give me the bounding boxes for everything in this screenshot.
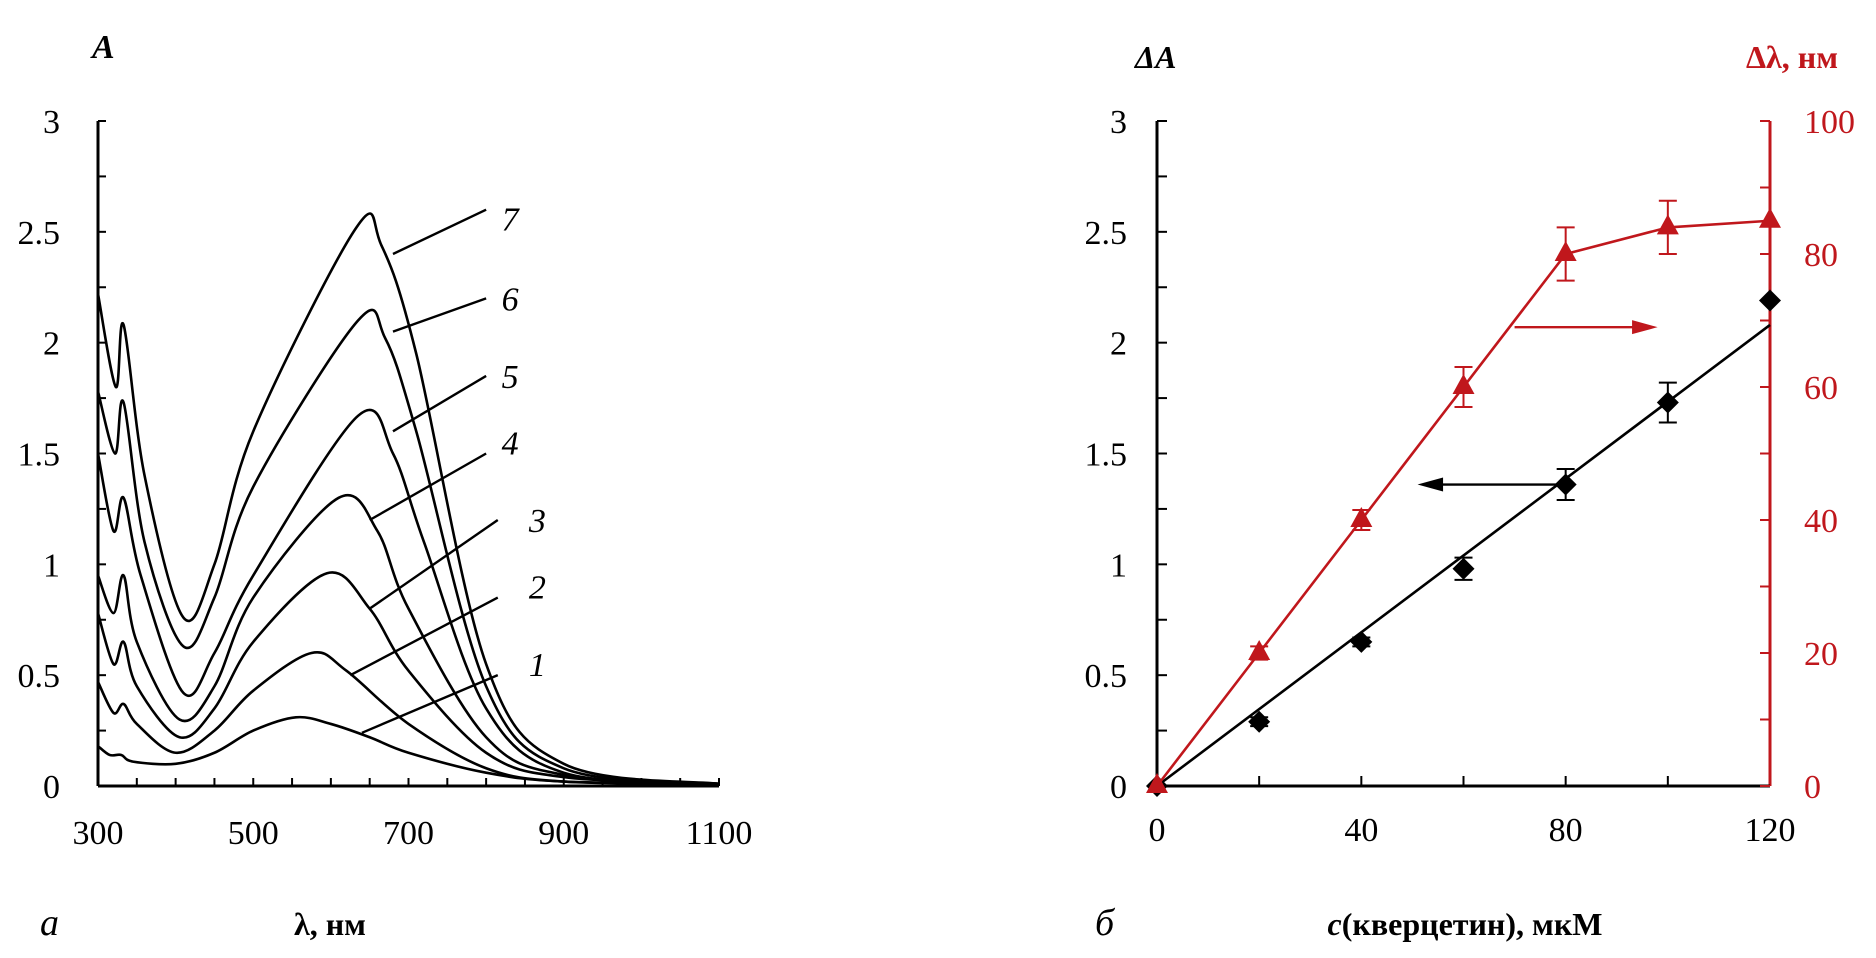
curve-leader-line [392, 208, 487, 256]
spectrum-curve-7 [96, 212, 720, 786]
spectrum-curve-6 [96, 308, 720, 786]
x-tick-label-a: 700 [383, 815, 434, 852]
y-left-tick-label-b: 2 [1110, 326, 1127, 363]
y-tick-label-a: 3 [43, 104, 60, 141]
right-arrow-head-icon [1632, 320, 1658, 335]
data-point-delta-a [1759, 289, 1781, 312]
data-point-delta-a [1350, 630, 1373, 653]
x-tick-label-b: 0 [1149, 812, 1166, 849]
y-right-tick-label-b: 0 [1804, 769, 1821, 806]
curve-label-4: 4 [502, 425, 519, 462]
titration-panel: ΔA Δλ, нм б c(кверцетин), мкМ 0 0.5 1 1.5 2 2… [1085, 39, 1856, 944]
data-point-delta-lambda [1656, 214, 1679, 235]
curve-label-3: 3 [528, 503, 546, 540]
curve-leader-line [392, 374, 487, 433]
x-tick-label-a: 500 [228, 815, 279, 852]
y-left-tick-label-b: 1.5 [1085, 437, 1128, 474]
panel-label-b: б [1095, 902, 1116, 944]
y-left-tick-label-b: 0.5 [1085, 658, 1128, 695]
y-left-tick-label-b: 0 [1110, 769, 1127, 806]
x-tick-label-b: 40 [1344, 812, 1378, 849]
curve-leader-line [369, 519, 499, 610]
data-point-delta-lambda [1452, 374, 1475, 394]
y-right-tick-label-b: 20 [1804, 636, 1838, 673]
spectrum-curve-1 [97, 715, 720, 786]
y-tick-label-a: 1 [43, 547, 60, 584]
x-axis-label-a: λ, нм [294, 906, 366, 942]
data-point-delta-a [1452, 557, 1475, 580]
y-tick-label-a: 2 [43, 326, 60, 363]
x-tick-label-a: 300 [73, 815, 124, 852]
y-right-tick-label-b: 40 [1804, 503, 1838, 540]
y-right-tick-label-b: 60 [1804, 370, 1838, 407]
y-tick-label-a: 2.5 [18, 215, 61, 252]
y-tick-label-a: 0 [43, 769, 60, 806]
y-left-tick-label-b: 3 [1110, 104, 1127, 141]
x-axis-label-b-text: (кверцетин), мкМ [1342, 906, 1603, 942]
curve-label-7: 7 [502, 202, 521, 239]
y-left-axis-label-b: ΔA [1133, 39, 1176, 75]
delta-lambda-line [1155, 219, 1771, 787]
data-point-delta-lambda [1350, 507, 1373, 527]
data-point-delta-a [1656, 391, 1679, 414]
panel-label-a: а [40, 902, 59, 944]
curve-leader-line [349, 596, 499, 677]
y-left-tick-label-b: 2.5 [1085, 215, 1128, 252]
data-point-delta-lambda [1759, 207, 1781, 228]
curve-label-6: 6 [502, 281, 519, 318]
y-tick-label-a: 1.5 [18, 437, 61, 474]
y-axis-label-a: A [90, 29, 115, 66]
y-right-tick-label-b: 80 [1804, 237, 1838, 274]
curve-label-2: 2 [529, 570, 546, 607]
curve-leader-line [369, 452, 487, 522]
curve-label-1: 1 [529, 647, 546, 684]
y-right-axis-label-b: Δλ, нм [1746, 39, 1838, 75]
x-tick-label-b: 80 [1549, 812, 1583, 849]
data-point-delta-lambda [1146, 773, 1168, 793]
curve-leader-line [361, 674, 499, 734]
spectrum-curve-3 [96, 571, 720, 786]
spectrum-curve-5 [96, 408, 720, 786]
data-point-delta-lambda [1248, 640, 1271, 660]
x-tick-label-b: 120 [1745, 812, 1796, 849]
x-tick-label-a: 900 [538, 815, 589, 852]
x-axis-label-b-var: c [1328, 906, 1342, 942]
spectra-panel: A λ, нм а 0 0.5 1 1.5 2 2.5 3 300 500 700 900 1100 1… [18, 29, 753, 944]
data-point-delta-lambda [1554, 241, 1577, 261]
x-tick-label-a: 1100 [686, 815, 753, 852]
spectrum-curve-4 [96, 494, 720, 786]
curve-label-5: 5 [502, 359, 519, 396]
left-arrow-head-icon [1417, 477, 1444, 492]
y-right-tick-label-b: 100 [1804, 104, 1855, 141]
data-point-delta-a [1248, 710, 1271, 733]
x-axis-label-b: c(кверцетин), мкМ [1328, 906, 1603, 942]
y-tick-label-a: 0.5 [18, 658, 61, 695]
y-left-tick-label-b: 1 [1110, 547, 1127, 584]
curve-leader-line [392, 297, 487, 333]
spectrum-curve-2 [96, 651, 720, 786]
